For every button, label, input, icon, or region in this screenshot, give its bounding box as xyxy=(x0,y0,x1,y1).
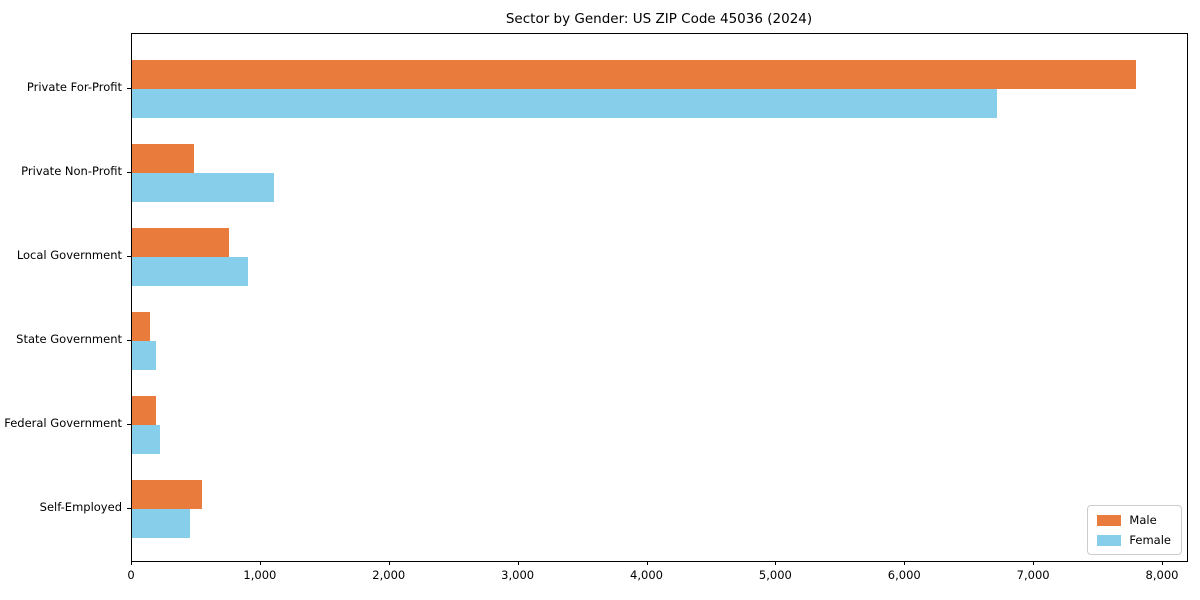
bar-male-5 xyxy=(132,479,202,509)
ytick-label-4: Federal Government xyxy=(4,415,122,430)
ytick-mark-0 xyxy=(127,88,131,89)
xtick-label-8: 8,000 xyxy=(1145,568,1179,582)
xtick-label-7: 7,000 xyxy=(1016,568,1050,582)
ytick-label-1: Private Non-Profit xyxy=(21,163,122,178)
ytick-mark-2 xyxy=(127,255,131,257)
xtick-mark-1 xyxy=(259,561,261,565)
bar-female-3 xyxy=(132,340,157,370)
legend-label-male: Male xyxy=(1129,513,1157,527)
plot-area: Male Female xyxy=(131,33,1188,562)
bar-female-2 xyxy=(132,256,248,286)
legend-label-female: Female xyxy=(1129,533,1171,547)
male-color-swatch xyxy=(1097,514,1122,526)
xtick-mark-4 xyxy=(646,561,648,565)
xtick-label-5: 5,000 xyxy=(758,568,792,582)
xtick-label-4: 4,000 xyxy=(630,568,663,582)
xtick-label-6: 6,000 xyxy=(887,568,921,582)
xtick-mark-6 xyxy=(904,561,906,565)
legend-entry-female: Female xyxy=(1097,533,1171,547)
bar-female-4 xyxy=(132,424,161,454)
xtick-mark-0 xyxy=(131,561,132,565)
legend: Male Female xyxy=(1087,505,1182,555)
bar-male-2 xyxy=(132,227,229,257)
ytick-label-2: Local Government xyxy=(16,247,122,262)
ytick-label-5: Self-Employed xyxy=(39,499,122,514)
bar-male-3 xyxy=(132,311,151,341)
chart-title: Sector by Gender: US ZIP Code 45036 (202… xyxy=(505,11,813,27)
bar-female-5 xyxy=(132,508,190,538)
xtick-label-1: 1,000 xyxy=(243,568,277,582)
xtick-mark-3 xyxy=(517,561,519,565)
ytick-mark-5 xyxy=(127,507,131,509)
ytick-mark-1 xyxy=(127,171,131,173)
xtick-label-2: 2,000 xyxy=(372,568,406,582)
xtick-label-3: 3,000 xyxy=(501,568,535,582)
legend-entry-male: Male xyxy=(1097,513,1171,527)
bar-female-1 xyxy=(132,172,274,202)
xtick-label-0: 0 xyxy=(127,568,135,582)
bar-male-0 xyxy=(132,60,1136,89)
xtick-mark-5 xyxy=(775,561,777,565)
ytick-label-3: State Government xyxy=(16,331,122,346)
xtick-mark-8 xyxy=(1162,561,1164,565)
ytick-mark-4 xyxy=(127,423,131,425)
ytick-mark-3 xyxy=(127,339,131,341)
ytick-label-0: Private For-Profit xyxy=(26,80,122,94)
bar-male-4 xyxy=(132,395,157,425)
bar-female-0 xyxy=(132,89,997,118)
bar-male-1 xyxy=(132,143,194,173)
xtick-mark-2 xyxy=(388,561,390,565)
xtick-mark-7 xyxy=(1033,561,1035,565)
female-color-swatch xyxy=(1097,534,1122,546)
